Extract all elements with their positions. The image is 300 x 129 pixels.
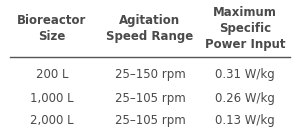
Text: Maximum
Specific
Power Input: Maximum Specific Power Input — [205, 6, 285, 51]
Text: 0.31 W/kg: 0.31 W/kg — [215, 68, 275, 81]
Text: 0.26 W/kg: 0.26 W/kg — [215, 92, 275, 105]
Text: Bioreactor
Size: Bioreactor Size — [17, 14, 87, 43]
Text: 25–105 rpm: 25–105 rpm — [115, 92, 185, 105]
Text: 2,000 L: 2,000 L — [30, 114, 74, 127]
Text: 200 L: 200 L — [36, 68, 68, 81]
Text: 0.13 W/kg: 0.13 W/kg — [215, 114, 275, 127]
Text: 25–150 rpm: 25–150 rpm — [115, 68, 185, 81]
Text: Agitation
Speed Range: Agitation Speed Range — [106, 14, 194, 43]
Text: 25–105 rpm: 25–105 rpm — [115, 114, 185, 127]
Text: 1,000 L: 1,000 L — [30, 92, 74, 105]
